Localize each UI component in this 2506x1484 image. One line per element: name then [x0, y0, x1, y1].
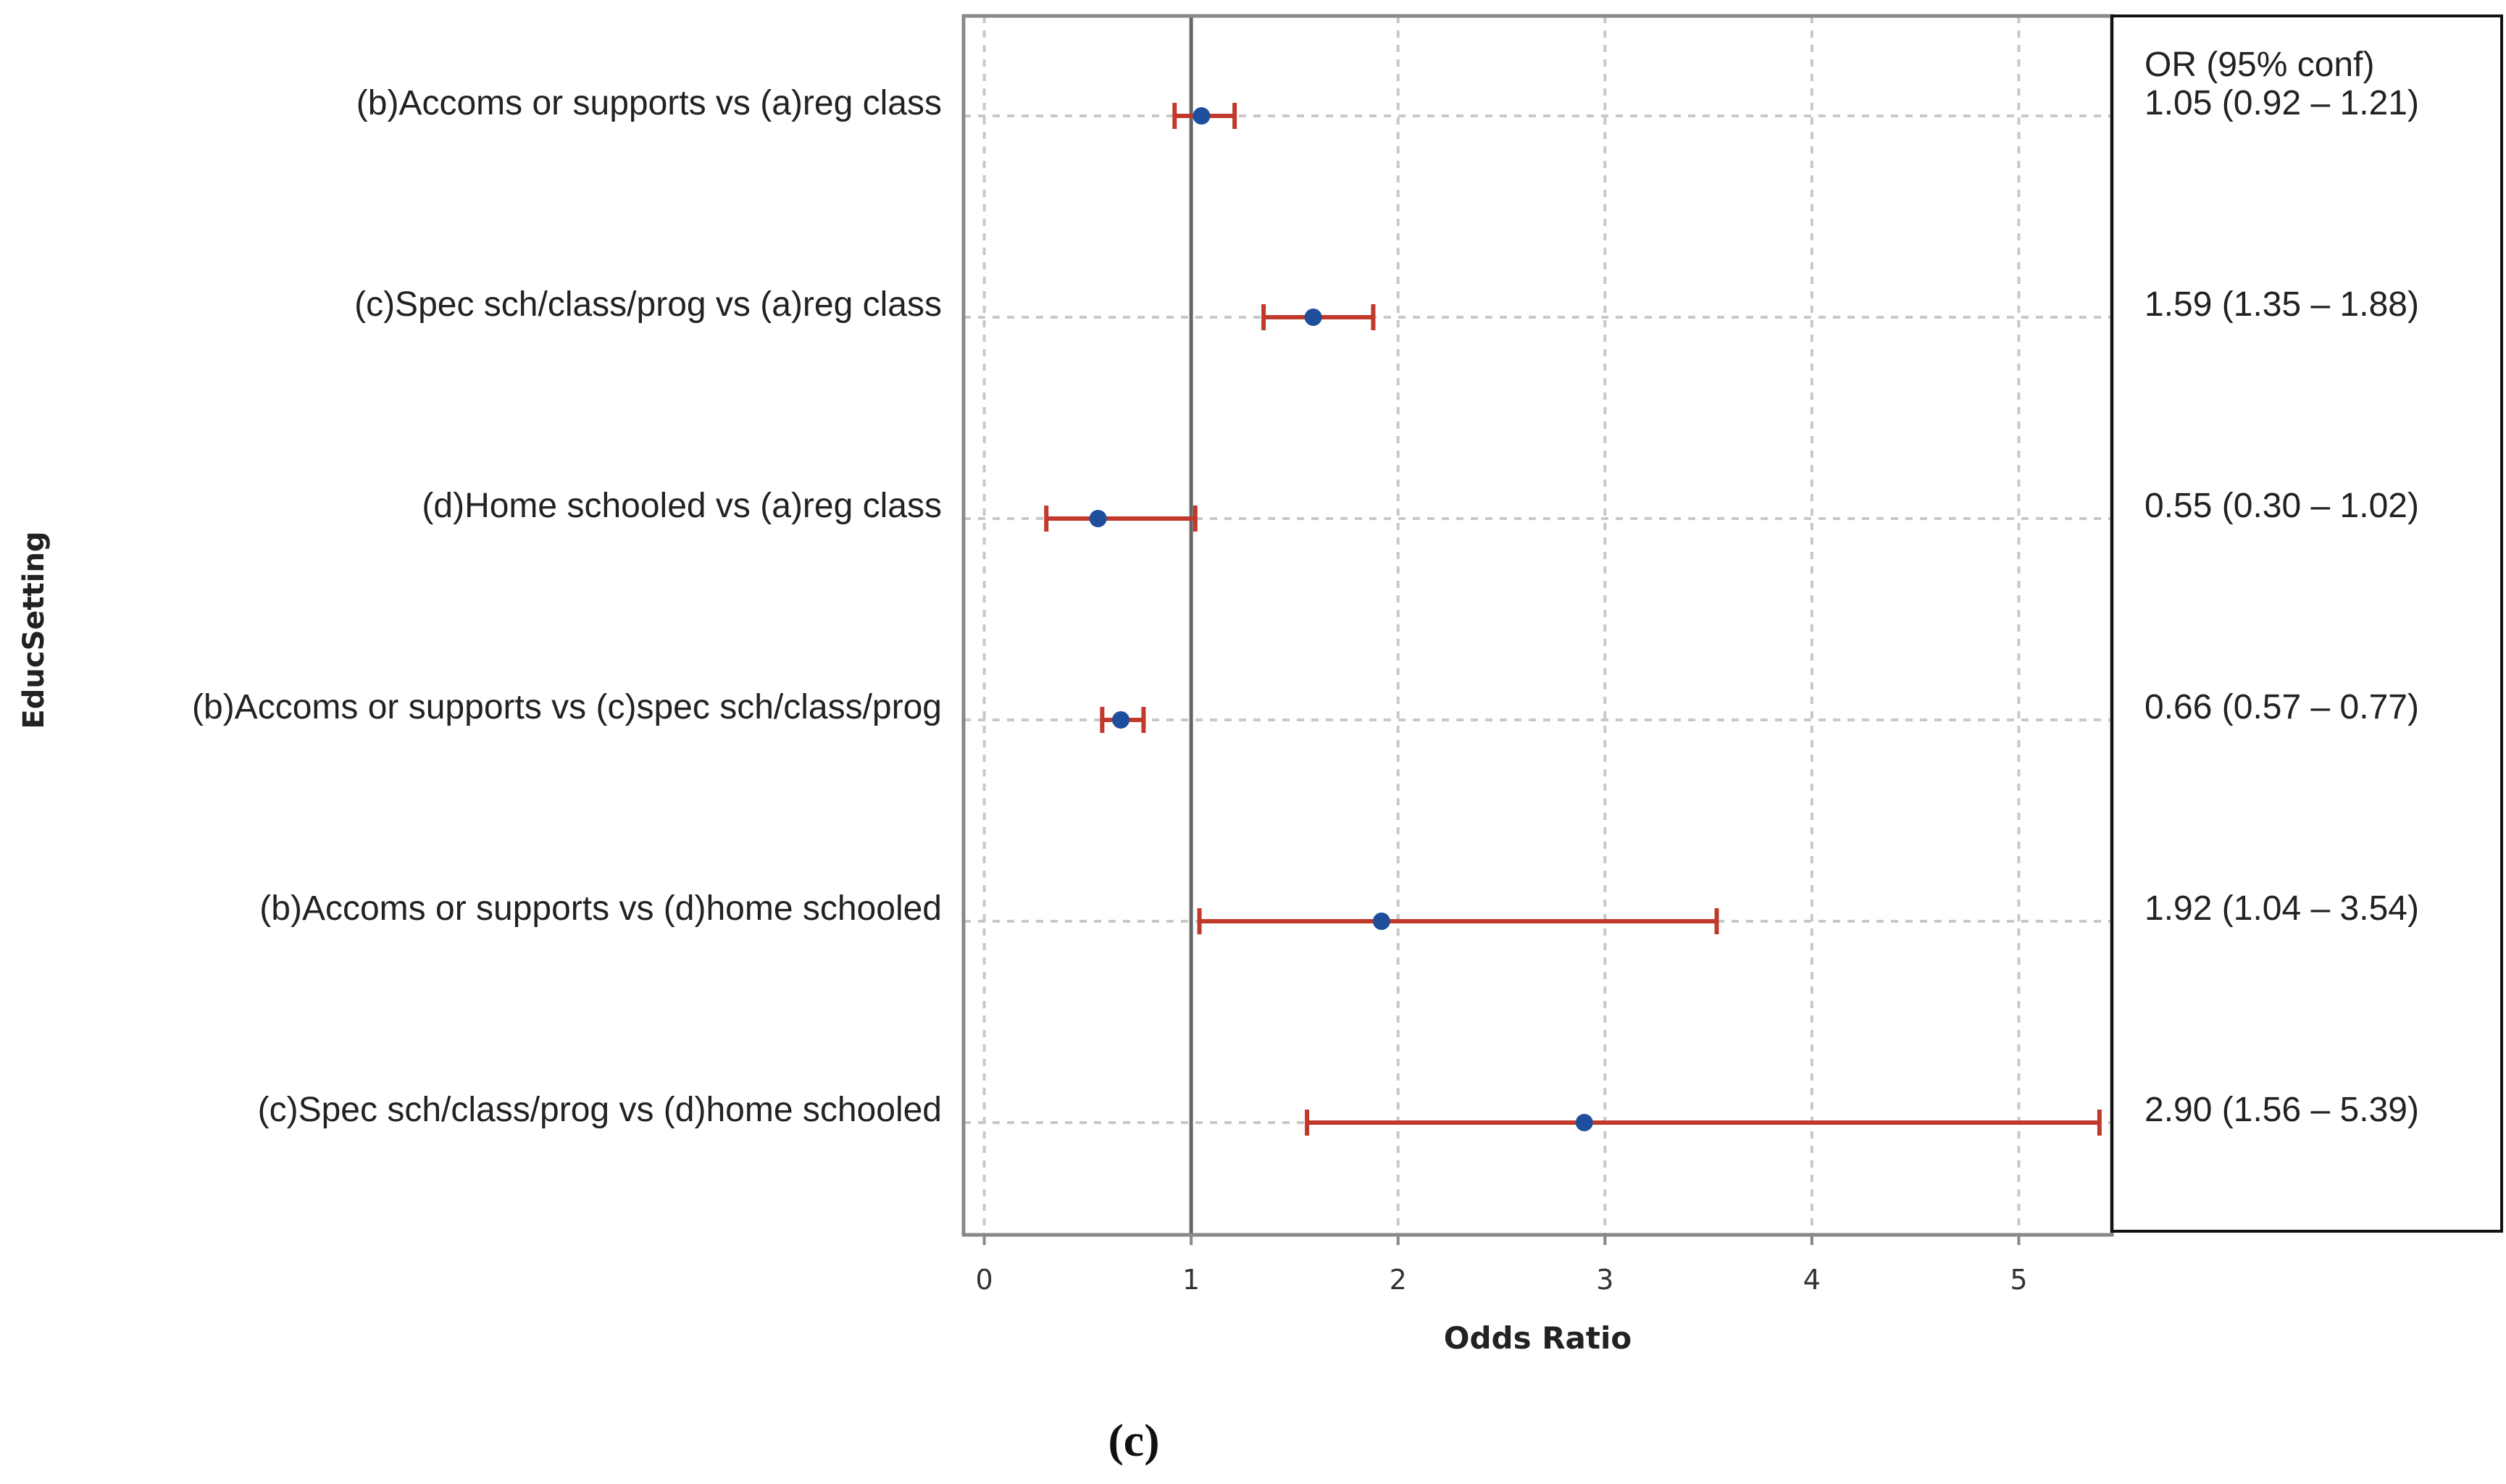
- grid-layer: [964, 16, 2112, 1235]
- x-tick-label: 0: [975, 1264, 993, 1296]
- row-label: (b)Accoms or supports vs (d)home schoole…: [259, 889, 942, 928]
- or-table-header: OR (95% conf): [2144, 46, 2374, 84]
- or-point: [1372, 913, 1390, 930]
- marks-layer: [1044, 103, 2102, 1136]
- x-tick-label: 4: [1803, 1264, 1821, 1296]
- row-label: (b)Accoms or supports vs (c)spec sch/cla…: [192, 688, 942, 726]
- forest-row-marks: [1197, 908, 1719, 934]
- or-point: [1112, 711, 1130, 729]
- forest-row-marks: [1100, 707, 1146, 733]
- forest-row-marks: [1044, 506, 1198, 532]
- y-axis-title: EducSetting: [17, 531, 51, 729]
- or-point: [1089, 510, 1107, 527]
- or-value-text: 2.90 (1.56 – 5.39): [2144, 1091, 2419, 1129]
- panel-label: (c): [1108, 1414, 1159, 1466]
- or-value-text: 0.66 (0.57 – 0.77): [2144, 688, 2419, 726]
- row-label: (d)Home schooled vs (a)reg class: [422, 487, 942, 525]
- forest-row-marks: [1172, 103, 1237, 129]
- plot-frame: [961, 14, 2114, 1237]
- or-point: [1304, 309, 1322, 326]
- x-axis-ticks: 0 1 2 3 4 5: [975, 1235, 2028, 1296]
- or-value-text: 1.92 (1.04 – 3.54): [2144, 889, 2419, 928]
- or-table-frame: [2110, 14, 2503, 1233]
- or-value-text: 0.55 (0.30 – 1.02): [2144, 487, 2419, 525]
- x-axis-title: Odds Ratio: [1444, 1320, 1632, 1356]
- x-tick-label: 2: [1390, 1264, 1407, 1296]
- forest-row-marks: [1305, 1110, 2102, 1136]
- row-label: (c)Spec sch/class/prog vs (d)home school…: [258, 1091, 942, 1129]
- or-point: [1193, 107, 1211, 125]
- x-tick-label: 3: [1596, 1264, 1613, 1296]
- row-labels-layer: (b)Accoms or supports vs (a)reg class (c)…: [192, 84, 942, 1129]
- or-point: [1575, 1114, 1593, 1131]
- forest-row-marks: [1261, 304, 1376, 330]
- row-label: (c)Spec sch/class/prog vs (a)reg class: [354, 285, 942, 324]
- x-tick-label: 1: [1182, 1264, 1200, 1296]
- row-label: (b)Accoms or supports vs (a)reg class: [356, 84, 942, 122]
- or-value-text: 1.59 (1.35 – 1.88): [2144, 285, 2419, 324]
- or-values-layer: 1.05 (0.92 – 1.21) 1.59 (1.35 – 1.88) 0.55…: [2144, 84, 2419, 1129]
- or-value-text: 1.05 (0.92 – 1.21): [2144, 84, 2419, 122]
- x-tick-label: 5: [2010, 1264, 2027, 1296]
